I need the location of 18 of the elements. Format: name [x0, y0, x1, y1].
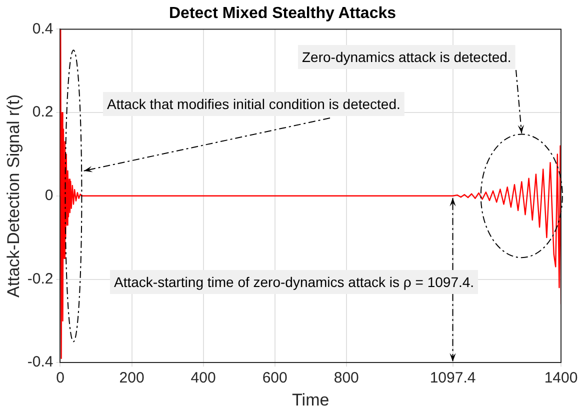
x-tick-label: 600 [262, 370, 288, 387]
annotation: Attack that modifies initial condition is detected. [107, 96, 400, 112]
y-tick-label: 0.4 [32, 20, 54, 38]
x-tick-label: 200 [119, 370, 144, 387]
x-tick-label: 1400 [544, 370, 578, 387]
x-tick-label: 800 [334, 370, 359, 387]
chart-title: Detect Mixed Stealthy Attacks [168, 5, 396, 22]
y-axis-title: Attack-Detection Signal r(t) [4, 94, 23, 298]
y-tick-label: -0.4 [27, 354, 54, 371]
x-tick-label: 1097.4 [430, 370, 476, 387]
x-tick-label: 0 [56, 370, 64, 387]
y-tick-label: -0.2 [27, 270, 54, 288]
y-tick-label: 0 [44, 187, 54, 204]
x-axis-title: Time [292, 390, 330, 410]
x-tick-label: 400 [190, 370, 216, 387]
annotation: Zero-dynamics attack is detected. [302, 48, 512, 65]
y-tick-label: 0.2 [32, 104, 54, 121]
annotation: Attack-starting time of zero-dynamics attack is ρ = 1097.4. [114, 274, 474, 290]
